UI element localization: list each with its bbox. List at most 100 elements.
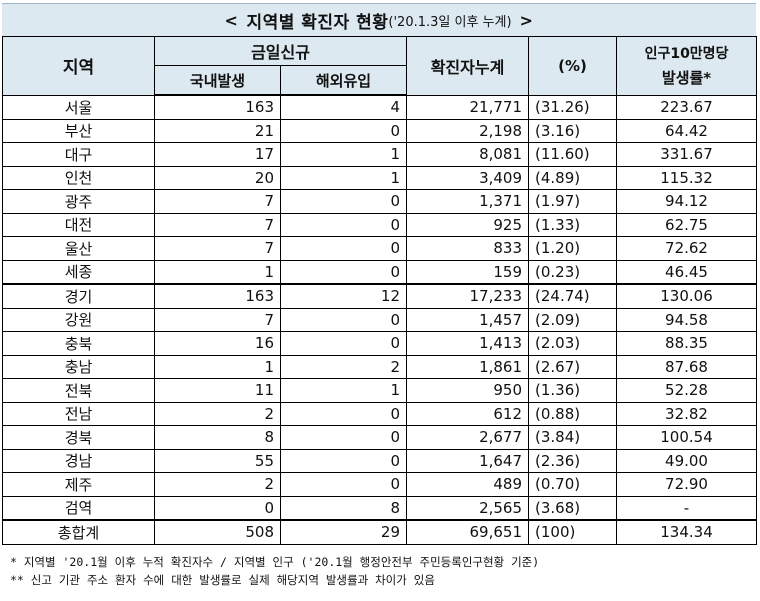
table-row: 전남 2 0 612 (0.88) 32.82 xyxy=(2,401,758,426)
cell-domestic: 8 xyxy=(154,425,281,450)
cell-region: 경기 xyxy=(2,283,155,309)
cell-rate: 72.62 xyxy=(616,236,758,261)
table-row: 경남 55 0 1,647 (2.36) 49.00 xyxy=(2,448,758,473)
table-row: 충북 16 0 1,413 (2.03) 88.35 xyxy=(2,331,758,356)
table-row: 충남 1 2 1,861 (2.67) 87.68 xyxy=(2,354,758,379)
cell-percent: (31.26) xyxy=(528,94,618,120)
cell-percent: (4.89) xyxy=(528,165,618,190)
cell-rate: 331.67 xyxy=(616,142,758,167)
cell-domestic: 7 xyxy=(154,307,281,332)
cell-region: 강원 xyxy=(2,307,155,332)
table-row: 부산 21 0 2,198 (3.16) 64.42 xyxy=(2,118,758,143)
table-row: 대구 17 1 8,081 (11.60) 331.67 xyxy=(2,142,758,167)
cell-percent: (24.74) xyxy=(528,283,618,309)
cell-region: 총합계 xyxy=(2,519,155,545)
cell-overseas: 0 xyxy=(279,189,408,214)
cell-cumulative: 8,081 xyxy=(406,142,530,167)
cell-cumulative: 2,565 xyxy=(406,495,530,521)
cell-overseas: 2 xyxy=(279,354,408,379)
cell-region: 충북 xyxy=(2,331,155,356)
cell-rate: 64.42 xyxy=(616,118,758,143)
cell-overseas: 0 xyxy=(279,401,408,426)
cell-overseas: 29 xyxy=(279,519,408,545)
cell-cumulative: 1,413 xyxy=(406,331,530,356)
cell-cumulative: 612 xyxy=(406,401,530,426)
cell-cumulative: 950 xyxy=(406,378,530,403)
region-cases-table: 지역 금일신규 확진자누계 (%) 인구10만명당 발생률* 국내발생 해외유입… xyxy=(2,36,758,545)
cell-overseas: 0 xyxy=(279,425,408,450)
cell-domestic: 7 xyxy=(154,212,281,237)
cell-overseas: 1 xyxy=(279,378,408,403)
cell-percent: (100) xyxy=(528,519,618,545)
header-rate-line1: 인구10만명당 xyxy=(644,45,729,62)
cell-region: 전북 xyxy=(2,378,155,403)
cell-rate: 32.82 xyxy=(616,401,758,426)
cell-rate: 62.75 xyxy=(616,212,758,237)
cell-domestic: 2 xyxy=(154,472,281,497)
cell-percent: (2.67) xyxy=(528,354,618,379)
cell-percent: (1.36) xyxy=(528,378,618,403)
cell-rate: 72.90 xyxy=(616,472,758,497)
cell-overseas: 1 xyxy=(279,142,408,167)
cell-domestic: 7 xyxy=(154,189,281,214)
table-row: 검역 0 8 2,565 (3.68) - xyxy=(2,495,758,521)
cell-region: 서울 xyxy=(2,94,155,120)
cell-cumulative: 1,647 xyxy=(406,448,530,473)
table-title: < 지역별 확진자 현황 ('20.1.3일 이후 누계) > xyxy=(2,3,756,36)
title-main: 지역별 확진자 현황 xyxy=(246,12,389,33)
table-row: 경기 163 12 17,233 (24.74) 130.06 xyxy=(2,283,758,309)
cell-rate: 94.12 xyxy=(616,189,758,214)
cell-overseas: 0 xyxy=(279,331,408,356)
cell-rate: 87.68 xyxy=(616,354,758,379)
cell-rate: 46.45 xyxy=(616,259,758,285)
cell-percent: (1.33) xyxy=(528,212,618,237)
cell-region: 경북 xyxy=(2,425,155,450)
cell-overseas: 0 xyxy=(279,236,408,261)
cell-domestic: 16 xyxy=(154,331,281,356)
table-row: 전북 11 1 950 (1.36) 52.28 xyxy=(2,378,758,403)
cell-overseas: 12 xyxy=(279,283,408,309)
cell-domestic: 20 xyxy=(154,165,281,190)
cell-domestic: 11 xyxy=(154,378,281,403)
cell-region: 대전 xyxy=(2,212,155,237)
header-domestic: 국내발생 xyxy=(154,65,281,96)
table-row: 서울 163 4 21,771 (31.26) 223.67 xyxy=(2,94,758,120)
cell-percent: (2.03) xyxy=(528,331,618,356)
table-row: 총합계 508 29 69,651 (100) 134.34 xyxy=(2,519,758,545)
cell-cumulative: 1,371 xyxy=(406,189,530,214)
table-row: 광주 7 0 1,371 (1.97) 94.12 xyxy=(2,189,758,214)
cell-cumulative: 1,457 xyxy=(406,307,530,332)
cell-overseas: 8 xyxy=(279,495,408,521)
cell-cumulative: 2,198 xyxy=(406,118,530,143)
cell-domestic: 1 xyxy=(154,259,281,285)
cell-rate: 94.58 xyxy=(616,307,758,332)
cell-overseas: 0 xyxy=(279,259,408,285)
cell-rate: - xyxy=(616,495,758,521)
cell-percent: (1.97) xyxy=(528,189,618,214)
header-overseas: 해외유입 xyxy=(279,65,408,96)
right-angle-icon: > xyxy=(519,10,534,30)
footnote-1: * 지역별 '20.1월 이후 누적 확진자수 / 지역별 인구 ('20.1월… xyxy=(10,555,540,569)
header-new-today: 금일신규 xyxy=(153,36,408,66)
cell-domestic: 1 xyxy=(154,354,281,379)
table-row: 인천 20 1 3,409 (4.89) 115.32 xyxy=(2,165,758,190)
cell-domestic: 2 xyxy=(154,401,281,426)
cell-rate: 130.06 xyxy=(616,283,758,309)
cell-domestic: 55 xyxy=(154,448,281,473)
cell-cumulative: 833 xyxy=(406,236,530,261)
table-row: 울산 7 0 833 (1.20) 72.62 xyxy=(2,236,758,261)
cell-region: 세종 xyxy=(2,259,155,285)
cell-cumulative: 2,677 xyxy=(406,425,530,450)
header-rate: 인구10만명당 발생률* xyxy=(616,36,758,96)
footnotes: * 지역별 '20.1월 이후 누적 확진자수 / 지역별 인구 ('20.1월… xyxy=(10,553,750,589)
cell-region: 광주 xyxy=(2,189,155,214)
cell-domestic: 17 xyxy=(154,142,281,167)
table-body: 서울 163 4 21,771 (31.26) 223.67 부산 21 0 2,198 (3.16… xyxy=(2,94,758,545)
cell-rate: 49.00 xyxy=(616,448,758,473)
cell-overseas: 0 xyxy=(279,118,408,143)
cell-region: 경남 xyxy=(2,448,155,473)
footnote-2: ** 신고 기관 주소 환자 수에 대한 발생률로 실제 해당지역 발생률과 차… xyxy=(10,573,435,587)
table-row: 제주 2 0 489 (0.70) 72.90 xyxy=(2,472,758,497)
cell-percent: (0.23) xyxy=(528,259,618,285)
header-cumulative: 확진자누계 xyxy=(406,36,530,96)
